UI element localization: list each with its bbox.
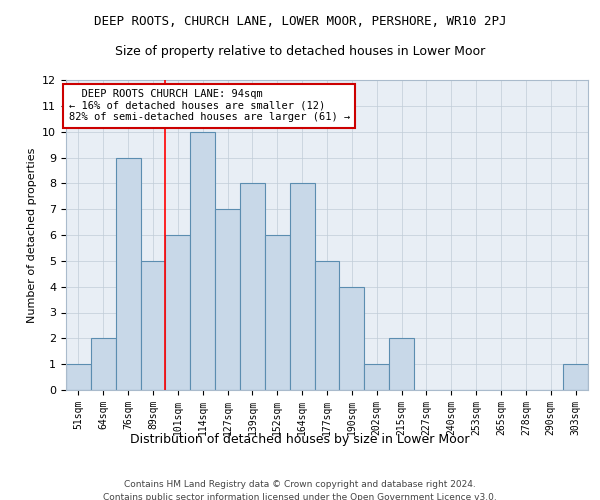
Text: Contains public sector information licensed under the Open Government Licence v3: Contains public sector information licen… xyxy=(103,492,497,500)
Bar xyxy=(265,235,290,390)
Bar xyxy=(563,364,588,390)
Text: DEEP ROOTS CHURCH LANE: 94sqm
← 16% of detached houses are smaller (12)
82% of s: DEEP ROOTS CHURCH LANE: 94sqm ← 16% of d… xyxy=(68,90,350,122)
Bar xyxy=(215,209,240,390)
Bar xyxy=(314,261,340,390)
Bar xyxy=(240,184,265,390)
Text: Distribution of detached houses by size in Lower Moor: Distribution of detached houses by size … xyxy=(130,432,470,446)
Bar xyxy=(166,235,190,390)
Bar xyxy=(190,132,215,390)
Text: Contains HM Land Registry data © Crown copyright and database right 2024.: Contains HM Land Registry data © Crown c… xyxy=(124,480,476,489)
Y-axis label: Number of detached properties: Number of detached properties xyxy=(26,148,37,322)
Bar xyxy=(389,338,414,390)
Bar xyxy=(66,364,91,390)
Text: Size of property relative to detached houses in Lower Moor: Size of property relative to detached ho… xyxy=(115,45,485,58)
Text: DEEP ROOTS, CHURCH LANE, LOWER MOOR, PERSHORE, WR10 2PJ: DEEP ROOTS, CHURCH LANE, LOWER MOOR, PER… xyxy=(94,15,506,28)
Bar xyxy=(140,261,166,390)
Bar xyxy=(364,364,389,390)
Bar xyxy=(340,286,364,390)
Bar xyxy=(91,338,116,390)
Bar xyxy=(116,158,140,390)
Bar xyxy=(290,184,314,390)
